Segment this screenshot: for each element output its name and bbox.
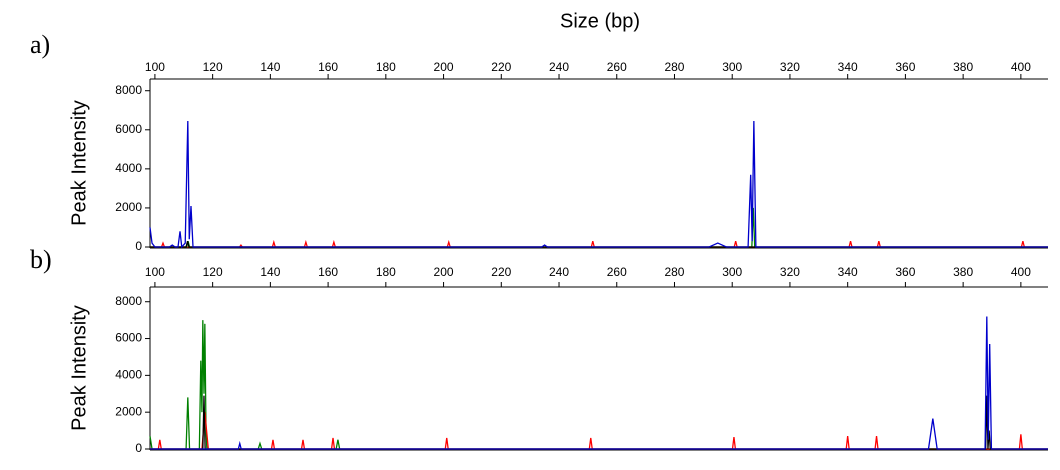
x-tick-label: 120 [203, 60, 223, 74]
x-tick-label: 240 [549, 60, 569, 74]
x-tick-label: 100 [145, 265, 165, 279]
x-tick-label: 380 [953, 60, 973, 74]
trace [150, 240, 1048, 248]
trace [149, 120, 1048, 249]
trace [150, 239, 1048, 248]
y-axis-title: Peak Intensity [68, 305, 90, 431]
x-axis-title: Size (bp) [560, 10, 640, 32]
x-tick-label: 220 [491, 265, 511, 279]
y-tick-label: 2000 [115, 404, 142, 418]
x-tick-label: 400 [1011, 60, 1031, 74]
x-tick-label: 140 [260, 265, 280, 279]
panel-label: a) [30, 30, 50, 59]
y-tick-label: 6000 [115, 122, 142, 136]
trace [150, 395, 1048, 450]
panel-label: b) [30, 245, 52, 274]
x-tick-label: 300 [722, 265, 742, 279]
x-tick-label: 100 [145, 60, 165, 74]
x-tick-label: 160 [318, 60, 338, 74]
x-tick-label: 180 [376, 265, 396, 279]
x-tick-label: 320 [780, 60, 800, 74]
x-tick-label: 260 [607, 265, 627, 279]
y-tick-label: 4000 [115, 161, 142, 175]
x-tick-label: 400 [1011, 265, 1031, 279]
trace [150, 316, 1048, 450]
y-tick-label: 2000 [115, 200, 142, 214]
x-tick-label: 360 [895, 265, 915, 279]
x-tick-label: 300 [722, 60, 742, 74]
x-tick-label: 360 [895, 60, 915, 74]
x-tick-label: 280 [664, 60, 684, 74]
x-tick-label: 240 [549, 265, 569, 279]
x-tick-label: 200 [434, 265, 454, 279]
trace [150, 412, 1048, 450]
y-tick-label: 8000 [115, 294, 142, 308]
y-tick-label: 0 [135, 441, 142, 455]
y-tick-label: 8000 [115, 83, 142, 97]
x-tick-label: 280 [664, 265, 684, 279]
x-tick-label: 180 [376, 60, 396, 74]
trace [149, 320, 1048, 450]
trace [150, 207, 1048, 248]
x-tick-label: 140 [260, 60, 280, 74]
x-tick-label: 260 [607, 60, 627, 74]
x-tick-label: 160 [318, 265, 338, 279]
x-tick-label: 120 [203, 265, 223, 279]
x-tick-label: 200 [434, 60, 454, 74]
x-tick-label: 220 [491, 60, 511, 74]
x-tick-label: 340 [838, 265, 858, 279]
y-tick-label: 6000 [115, 331, 142, 345]
x-tick-label: 380 [953, 265, 973, 279]
y-axis-title: Peak Intensity [68, 100, 90, 226]
x-tick-label: 320 [780, 265, 800, 279]
x-tick-label: 340 [838, 60, 858, 74]
y-tick-label: 0 [135, 239, 142, 253]
y-tick-label: 4000 [115, 368, 142, 382]
